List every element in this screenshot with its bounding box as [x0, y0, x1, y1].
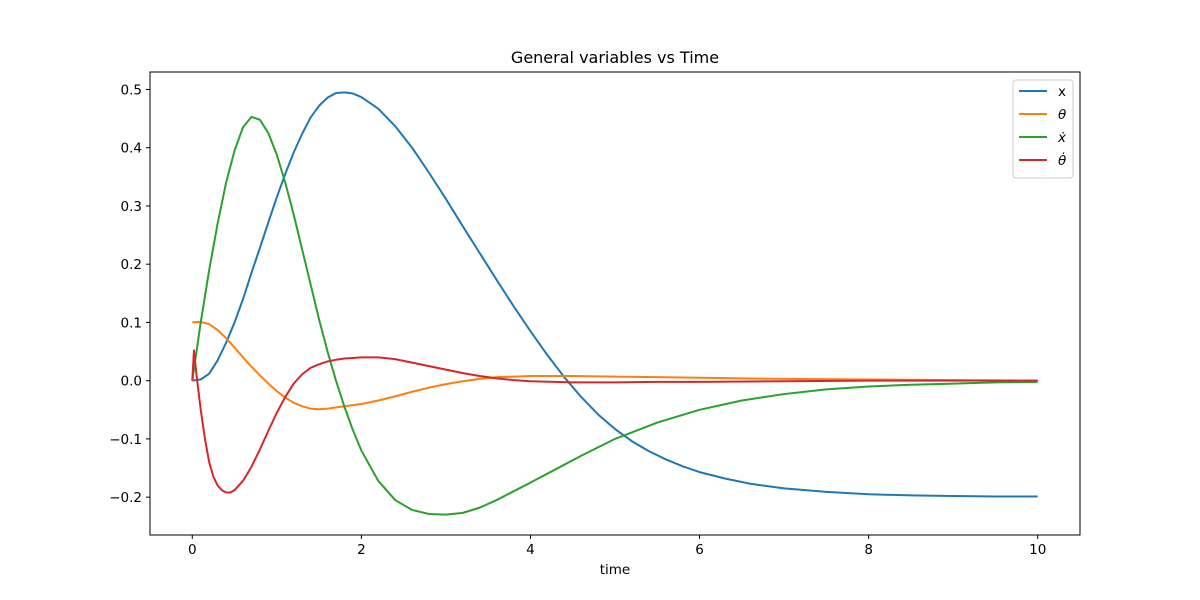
y-tick-label: 0.1 — [121, 315, 142, 331]
x-tick-label: 4 — [526, 542, 535, 558]
plot-lines — [191, 91, 1038, 516]
y-tick-label: 0.3 — [121, 199, 142, 215]
y-tick-label: 0.0 — [121, 374, 142, 390]
x-tick-label: 8 — [864, 542, 873, 558]
series-line-3 — [191, 349, 1038, 494]
y-tick-label: 0.2 — [121, 257, 142, 273]
legend-label-2: ẋ — [1057, 130, 1067, 146]
x-tick-label: 6 — [695, 542, 704, 558]
axes-frame — [149, 71, 1081, 536]
y-tick-label: −0.1 — [109, 432, 142, 448]
x-axis-ticks: 0 2 4 6 8 10 — [188, 535, 1046, 558]
legend-label-1: θ — [1058, 107, 1066, 123]
x-tick-label: 10 — [1029, 542, 1046, 558]
y-tick-label: 0.4 — [121, 141, 142, 157]
legend: xθẋ θ̇ — [1012, 79, 1074, 179]
y-tick-label: −0.2 — [109, 490, 142, 506]
legend-label-3: θ̇ — [1058, 152, 1066, 169]
legend-box — [1012, 79, 1074, 179]
x-tick-label: 0 — [188, 542, 197, 558]
legend-label-0: x — [1058, 84, 1066, 100]
series-line-2 — [191, 115, 1038, 516]
series-line-0 — [192, 91, 1038, 498]
chart-title: General variables vs Time — [511, 48, 719, 67]
x-tick-label: 2 — [357, 542, 366, 558]
x-axis-label: time — [600, 562, 631, 578]
series-line-1 — [192, 320, 1038, 411]
y-tick-label: 0.5 — [121, 82, 142, 98]
y-axis-ticks: −0.2 −0.1 0.0 0.1 0.2 0.3 0.4 0.5 — [109, 82, 150, 506]
